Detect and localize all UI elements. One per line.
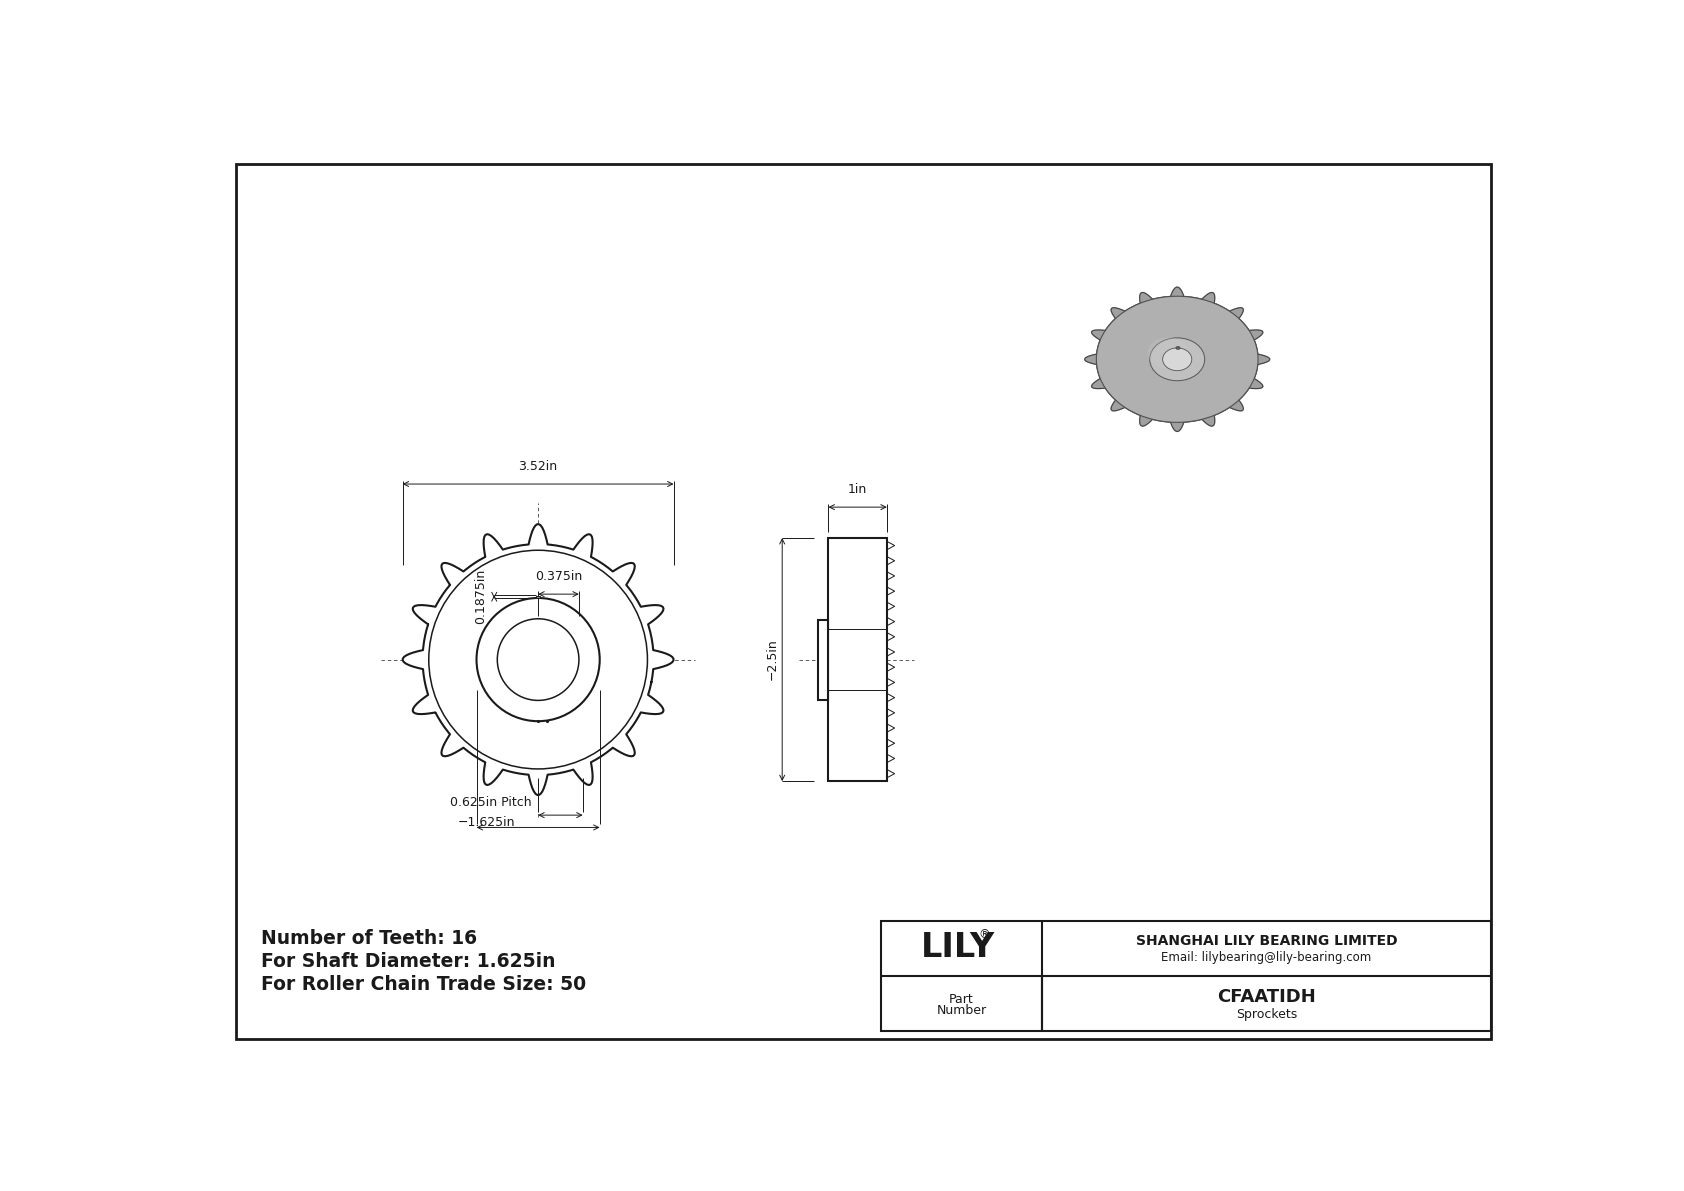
Ellipse shape [1162,348,1192,370]
Bar [537,596,541,598]
Text: 0.625in Pitch: 0.625in Pitch [450,796,532,809]
Text: −2.5in: −2.5in [765,638,778,680]
Text: Number of Teeth: 16: Number of Teeth: 16 [261,929,477,948]
Text: −1.625in: −1.625in [458,816,515,829]
Ellipse shape [1148,337,1189,369]
Text: 0.1875in: 0.1875in [475,569,487,624]
Bar [881,922,1490,1030]
Text: 1in: 1in [849,484,867,497]
Ellipse shape [1175,347,1180,349]
Text: SHANGHAI LILY BEARING LIMITED: SHANGHAI LILY BEARING LIMITED [1135,934,1398,948]
Text: Email: lilybearing@lily-bearing.com: Email: lilybearing@lily-bearing.com [1162,952,1371,965]
Ellipse shape [1096,297,1258,423]
Text: 3.52in: 3.52in [519,460,557,473]
Bar [829,538,887,781]
Text: LILY: LILY [921,931,995,965]
Text: Sprockets: Sprockets [1236,1008,1297,1021]
Text: Number: Number [936,1004,987,1017]
Text: Part: Part [950,993,973,1006]
Polygon shape [402,524,674,794]
Text: CFAATIDH: CFAATIDH [1218,989,1315,1006]
Polygon shape [1084,287,1270,431]
Text: 0.375in: 0.375in [536,570,583,584]
Text: For Roller Chain Trade Size: 50: For Roller Chain Trade Size: 50 [261,975,586,994]
Bar [818,619,829,699]
Text: For Shaft Diameter: 1.625in: For Shaft Diameter: 1.625in [261,952,556,971]
Text: ®: ® [978,928,990,941]
Ellipse shape [1150,338,1204,381]
